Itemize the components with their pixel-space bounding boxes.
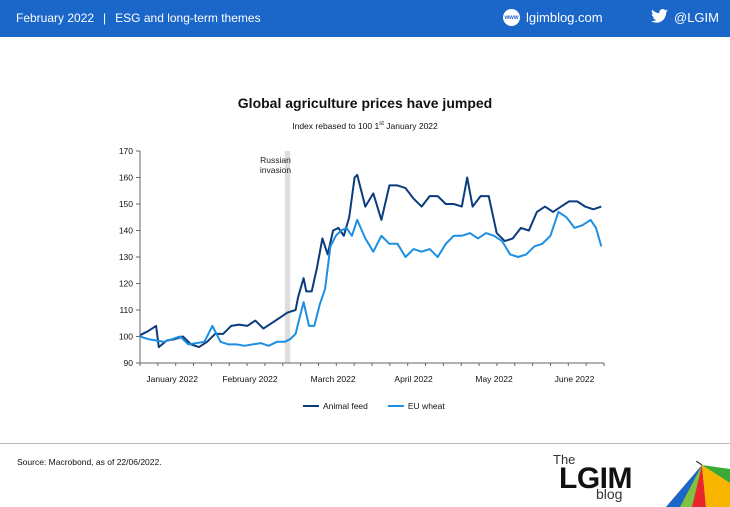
header-breadcrumb: February 2022 | ESG and long-term themes [16,11,261,25]
series-line-eu-wheat [139,210,603,347]
y-tick-label: 120 [119,279,133,289]
chart-title: Global agriculture prices have jumped [237,95,493,111]
annotation-label: Russian [260,155,291,165]
subtitle-sup: st [379,121,384,128]
y-tick-label: 90 [124,358,134,368]
annotation-label: invasion [260,165,291,175]
series-line-animal-feed [139,173,602,349]
brand-the: The [553,452,576,467]
legend-label: Animal feed [323,401,368,411]
brand-lgim: LGIM [559,462,633,495]
twitter-handle: @LGIM [674,10,719,25]
y-tick-label: 160 [119,173,133,183]
header-date: February 2022 [16,11,95,25]
x-tick-label: March 2022 [311,374,356,384]
header-bar: February 2022 | ESG and long-term themes w… [0,0,730,37]
y-tick-label: 150 [119,199,133,209]
x-tick-label: May 2022 [475,374,513,384]
invasion-band [284,151,291,363]
twitter-link[interactable]: @LGIM [651,9,719,26]
y-tick-label: 100 [119,332,133,342]
footer-divider [0,443,730,444]
twitter-icon [651,9,668,26]
x-tick-label: April 2022 [394,374,433,384]
brand-blog: blog [596,486,623,502]
header-section-link[interactable]: ESG and long-term themes [115,11,261,25]
y-tick-label: 110 [119,305,133,315]
x-tick-label: February 2022 [222,374,278,384]
legend-label: EU wheat [408,401,445,411]
y-tick-label: 130 [119,252,133,262]
website-label: lgimblog.com [526,10,603,25]
x-tick-label: January 2022 [146,374,198,384]
y-tick-label: 170 [119,146,133,156]
globe-icon: www [503,9,520,26]
source-note: Source: Macrobond, as of 22/06/2022. [17,457,162,467]
x-tick-label: June 2022 [555,374,595,384]
header-separator: | [103,11,107,25]
subtitle-prefix: Index rebased to 100 1 [292,121,380,131]
umbrella-logo-icon [666,461,730,507]
chart-subtitle: Index rebased to 100 1st January 2022 [0,121,730,131]
subtitle-suffix: January 2022 [383,121,438,131]
website-link[interactable]: www lgimblog.com [503,9,603,26]
y-tick-label: 140 [119,226,133,236]
